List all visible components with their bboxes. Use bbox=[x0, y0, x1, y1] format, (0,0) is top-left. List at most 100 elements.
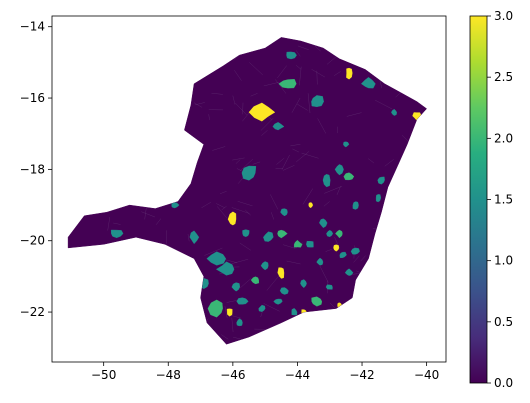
municipality-border bbox=[130, 198, 142, 200]
y-tick-label: −14 bbox=[20, 20, 45, 34]
municipality-border bbox=[275, 79, 287, 94]
municipality-border bbox=[266, 275, 279, 291]
municipality-region bbox=[236, 297, 249, 305]
municipality-region bbox=[241, 165, 257, 181]
municipality-border bbox=[198, 318, 209, 332]
municipality-border bbox=[295, 65, 302, 70]
municipality-region bbox=[279, 287, 289, 295]
municipality-border bbox=[77, 138, 83, 147]
municipality-border bbox=[410, 276, 417, 283]
municipality-border bbox=[316, 70, 318, 85]
colorbar-ticks: 0.0 0.5 1.0 1.5 2.0 2.5 3.0 bbox=[487, 9, 513, 390]
municipality-border bbox=[374, 323, 388, 336]
municipality-border bbox=[235, 159, 241, 164]
municipality-region bbox=[226, 308, 233, 317]
municipality-border bbox=[360, 255, 366, 262]
municipality-border bbox=[297, 103, 308, 111]
municipality-border bbox=[123, 121, 126, 128]
municipality-border bbox=[232, 157, 245, 161]
municipality-region bbox=[273, 298, 283, 305]
municipality-border bbox=[212, 146, 226, 151]
municipality-border bbox=[401, 37, 414, 42]
municipality-border bbox=[389, 190, 394, 208]
colorbar-tick-label: 2.0 bbox=[494, 131, 513, 145]
municipality-region bbox=[311, 95, 324, 108]
municipality-border bbox=[99, 169, 116, 181]
municipality-border bbox=[68, 288, 88, 296]
municipality-border bbox=[240, 158, 254, 171]
municipality-border bbox=[334, 71, 341, 76]
municipality-region bbox=[344, 268, 354, 276]
municipality-border bbox=[98, 81, 109, 84]
municipality-region bbox=[260, 261, 269, 271]
municipality-border bbox=[368, 158, 375, 164]
municipality-region bbox=[171, 201, 180, 209]
municipality-border bbox=[120, 340, 132, 345]
municipality-border bbox=[422, 129, 426, 146]
municipality-border bbox=[259, 342, 264, 345]
municipality-border bbox=[216, 203, 225, 208]
municipality-border bbox=[208, 114, 210, 121]
municipality-border bbox=[126, 152, 137, 164]
municipality-border bbox=[178, 26, 183, 31]
municipality-border bbox=[386, 300, 396, 309]
municipality-border bbox=[102, 267, 121, 270]
municipality-region bbox=[325, 284, 333, 290]
x-tick-label: −44 bbox=[285, 368, 310, 382]
municipality-border bbox=[416, 120, 427, 138]
municipality-border bbox=[94, 187, 104, 196]
municipality-border bbox=[184, 335, 201, 340]
municipality-border bbox=[105, 93, 118, 98]
municipality-border bbox=[107, 217, 110, 231]
municipality-border bbox=[231, 317, 234, 333]
municipality-border bbox=[114, 291, 120, 305]
y-tick-label: −22 bbox=[20, 305, 45, 319]
municipality-border bbox=[292, 148, 299, 153]
municipality-border bbox=[87, 123, 100, 128]
axes-frame bbox=[51, 15, 447, 363]
municipality-region bbox=[346, 67, 353, 80]
x-tick-label: −40 bbox=[414, 368, 439, 382]
municipality-border bbox=[81, 53, 91, 56]
municipality-border bbox=[117, 349, 126, 352]
municipality-region bbox=[110, 229, 124, 239]
municipality-border bbox=[408, 293, 410, 301]
municipality-border bbox=[119, 357, 128, 365]
municipality-border bbox=[277, 65, 287, 79]
municipality-border bbox=[402, 176, 414, 180]
municipality-border bbox=[55, 211, 64, 224]
municipality-border bbox=[271, 212, 274, 220]
municipality-border bbox=[416, 155, 421, 173]
municipality-region bbox=[206, 251, 227, 266]
municipality-border bbox=[90, 266, 105, 269]
municipality-border bbox=[102, 33, 121, 35]
municipality-border bbox=[231, 259, 249, 264]
municipality-border bbox=[307, 93, 311, 114]
municipality-border bbox=[84, 308, 100, 319]
colorbar: 0.0 0.5 1.0 1.5 2.0 2.5 3.0 bbox=[469, 9, 513, 390]
municipality-border bbox=[174, 298, 176, 312]
municipality-border bbox=[233, 351, 238, 369]
municipality-border bbox=[310, 19, 315, 22]
municipality-border bbox=[119, 29, 126, 30]
municipality-border bbox=[431, 227, 436, 236]
municipality-border bbox=[159, 78, 171, 93]
municipality-border bbox=[180, 22, 189, 26]
municipality-border bbox=[211, 93, 223, 95]
municipality-border bbox=[57, 101, 61, 108]
municipality-region bbox=[352, 201, 359, 210]
municipality-border bbox=[157, 347, 160, 353]
municipality-border bbox=[106, 105, 121, 112]
x-tick-label: −50 bbox=[91, 368, 116, 382]
municipality-border bbox=[172, 330, 178, 344]
municipality-border bbox=[376, 274, 382, 290]
y-tick-label: −16 bbox=[20, 91, 45, 105]
municipality-border bbox=[438, 164, 443, 183]
municipality-region bbox=[339, 251, 347, 259]
municipality-border bbox=[404, 212, 411, 217]
municipality-border bbox=[299, 66, 302, 86]
municipality-border bbox=[393, 226, 400, 232]
municipality-border bbox=[282, 165, 295, 171]
municipality-border bbox=[124, 312, 126, 326]
municipality-border bbox=[301, 152, 319, 159]
